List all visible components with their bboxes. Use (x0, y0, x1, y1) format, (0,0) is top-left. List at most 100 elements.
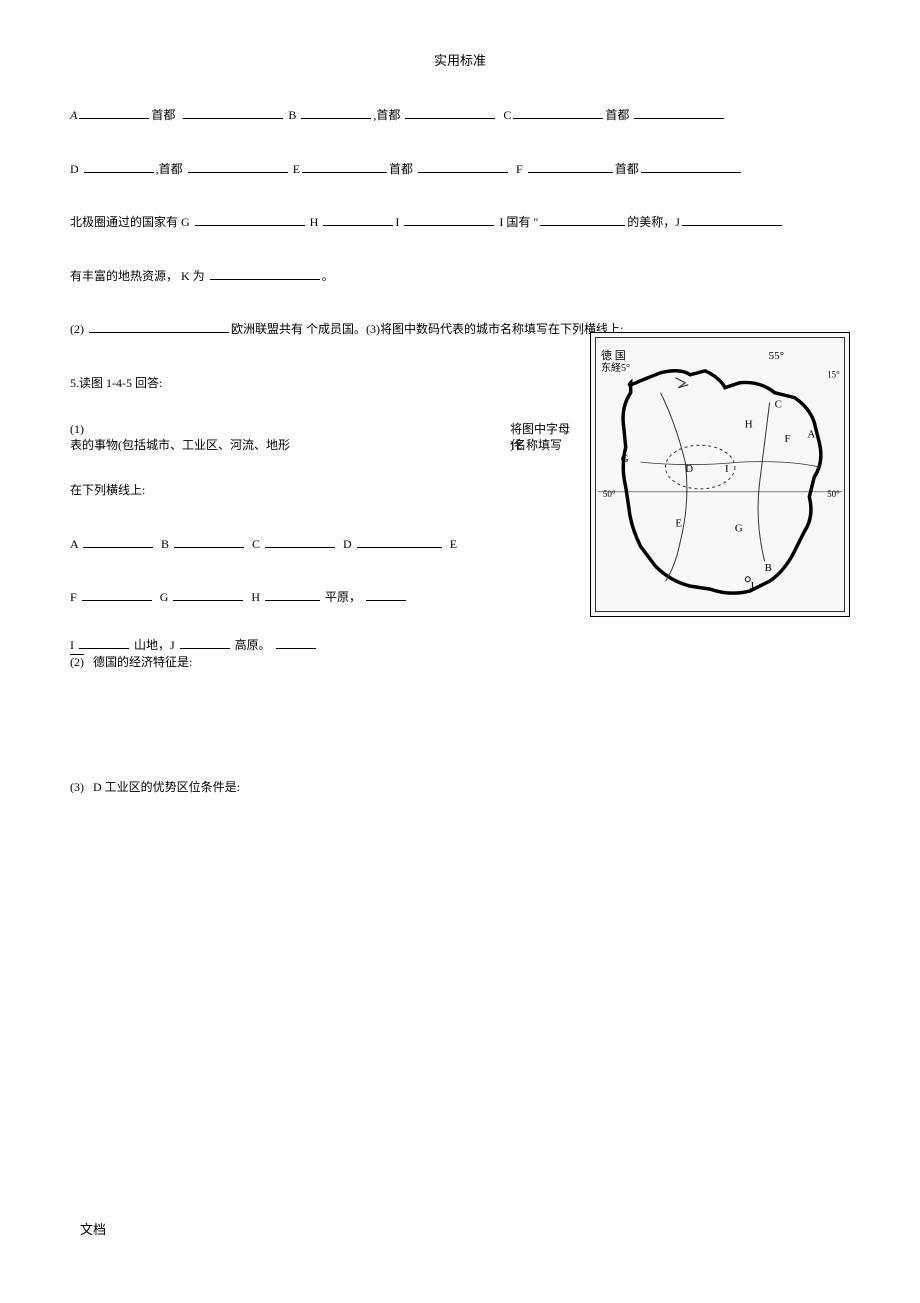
capital-label-3: 首都 (605, 99, 629, 133)
blank-q5-g (173, 587, 243, 601)
blank-q5-i (79, 635, 129, 649)
map-svg: A B C D E F G H I J G 50° 50° 15° (591, 333, 849, 616)
map-d: D (685, 463, 693, 475)
map-f: F (785, 433, 791, 445)
blank-b (301, 105, 371, 119)
blank-e-capital (418, 159, 508, 173)
label-d: D (70, 153, 79, 187)
capital-label-6: 首都 (615, 153, 639, 187)
blank-plateau (276, 635, 316, 649)
svg-text:G: G (735, 523, 743, 535)
map-e: E (675, 518, 682, 530)
question-5-container: 5.读图 1-4-5 回答: (1) 将图中字母代 表的事物(包括城市、工业区、… (70, 367, 850, 671)
blank-q5-b (174, 534, 244, 548)
map-a: A (807, 428, 815, 440)
capital-label-2: ,首都 (373, 99, 400, 133)
letter-d: D (343, 537, 352, 551)
map-50-left: 50° (603, 489, 616, 499)
q2-num: (2) (70, 313, 84, 347)
letter-h: H (251, 590, 260, 604)
q5-1-line2-left: 表的事物(包括城市、工业区、河流、地形 (70, 438, 290, 452)
blank-f-capital (641, 159, 741, 173)
label-b: B (288, 99, 296, 133)
geothermal-text: 有丰富的地热资源， K 为 (70, 260, 205, 294)
blank-f (528, 159, 613, 173)
page-header: 实用标准 (70, 50, 850, 69)
letter-a: A (70, 537, 78, 551)
q5-1-line2-right: )名称填写 (510, 437, 562, 454)
h-suffix: 平原， (325, 590, 361, 604)
blank-i (404, 212, 494, 226)
question-5-3: (3) D 工业区的优势区位条件是: (70, 771, 850, 805)
q5-title: 5.读图 1-4-5 回答: (70, 367, 570, 401)
label-e: E (293, 153, 300, 187)
blank-e (302, 159, 387, 173)
letter-e: E (450, 537, 457, 551)
capital-label-5: 首都 (389, 153, 413, 187)
blank-j (682, 212, 782, 226)
content-area: A 首都 B ,首都 C 首都 D ,首都 E 首都 F 首都 北极圈通过的国家… (70, 99, 850, 804)
q5-3-text: D 工业区的优势区位条件是: (93, 780, 240, 794)
line-arctic: 北极圈通过的国家有 G H I I 国有 " 的美称，J (70, 206, 850, 240)
map-g: G (621, 453, 629, 465)
blank-d-capital (188, 159, 288, 173)
label-h: H (310, 206, 319, 240)
q2-text: 欧洲联盟共有 个成员国。(3)将图中数码代表的城市名称填写在下列横线上: (231, 313, 623, 347)
letter-g: G (160, 590, 169, 604)
page-footer: 文档 (80, 1219, 106, 1238)
blank-plain (366, 587, 406, 601)
capital-label-1: 首都 (151, 99, 175, 133)
line-d-e-f: D ,首都 E 首都 F 首都 (70, 153, 850, 187)
blank-q5-d (357, 534, 442, 548)
map-h: H (745, 418, 753, 430)
blank-q5-a (83, 534, 153, 548)
germany-map: 徳 国 55° 东経5° A B C D E F G H (590, 332, 850, 617)
line-geothermal: 有丰富的地热资源， K 为 。 (70, 260, 850, 294)
q5-text-area: 5.读图 1-4-5 回答: (1) 将图中字母代 表的事物(包括城市、工业区、… (70, 367, 570, 671)
letters-row-2: F G H 平原， (70, 581, 570, 615)
blank-q5-h (265, 587, 320, 601)
period: 。 (322, 260, 334, 294)
blank-q5-f (82, 587, 152, 601)
q5-2-text: 德国的经济特征是: (93, 655, 192, 669)
blank-nickname (540, 212, 625, 226)
letter-f: F (70, 590, 77, 604)
letter-c: C (252, 537, 260, 551)
letter-b: B (161, 537, 169, 551)
map-15: 15° (827, 370, 840, 380)
letters-row-1: A B C D E (70, 528, 570, 562)
map-i: I (725, 463, 729, 475)
map-b: B (765, 562, 772, 574)
blank-g (195, 212, 305, 226)
map-j: J (750, 580, 755, 592)
blank-q5-j (180, 635, 230, 649)
q5-3-num: (3) (70, 780, 84, 794)
map-placeholder: 徳 国 55° 东経5° A B C D E F G H (590, 332, 850, 617)
capital-label-4: ,首都 (156, 153, 183, 187)
blank-h (323, 212, 393, 226)
label-a: A (70, 99, 77, 133)
i-country-label: I 国有 " (499, 206, 538, 240)
q5-1-line3: 在下列横线上: (70, 474, 570, 508)
map-c: C (775, 398, 782, 410)
label-i: I (395, 206, 399, 240)
label-f: F (516, 153, 523, 187)
blank-a (79, 105, 149, 119)
letters-row-3: I 山地，J 高原。 (2) 德国的经济特征是: (70, 635, 570, 671)
i-suffix: 山地，J (134, 638, 175, 652)
nickname-suffix: 的美称，J (627, 206, 680, 240)
q5-1-num: (1) (70, 422, 84, 436)
blank-a-capital (183, 105, 283, 119)
letter-i: I (70, 638, 74, 652)
line-a-b-c: A 首都 B ,首都 C 首都 (70, 99, 850, 133)
map-50-right: 50° (827, 489, 840, 499)
blank-b-capital (405, 105, 495, 119)
label-c: C (503, 99, 511, 133)
blank-c (513, 105, 603, 119)
q5-2-num: (2) (70, 655, 84, 669)
blank-q2 (89, 319, 229, 333)
j-suffix: 高原。 (235, 638, 271, 652)
blank-d (84, 159, 154, 173)
blank-q5-c (265, 534, 335, 548)
arctic-prefix: 北极圈通过的国家有 G (70, 206, 190, 240)
